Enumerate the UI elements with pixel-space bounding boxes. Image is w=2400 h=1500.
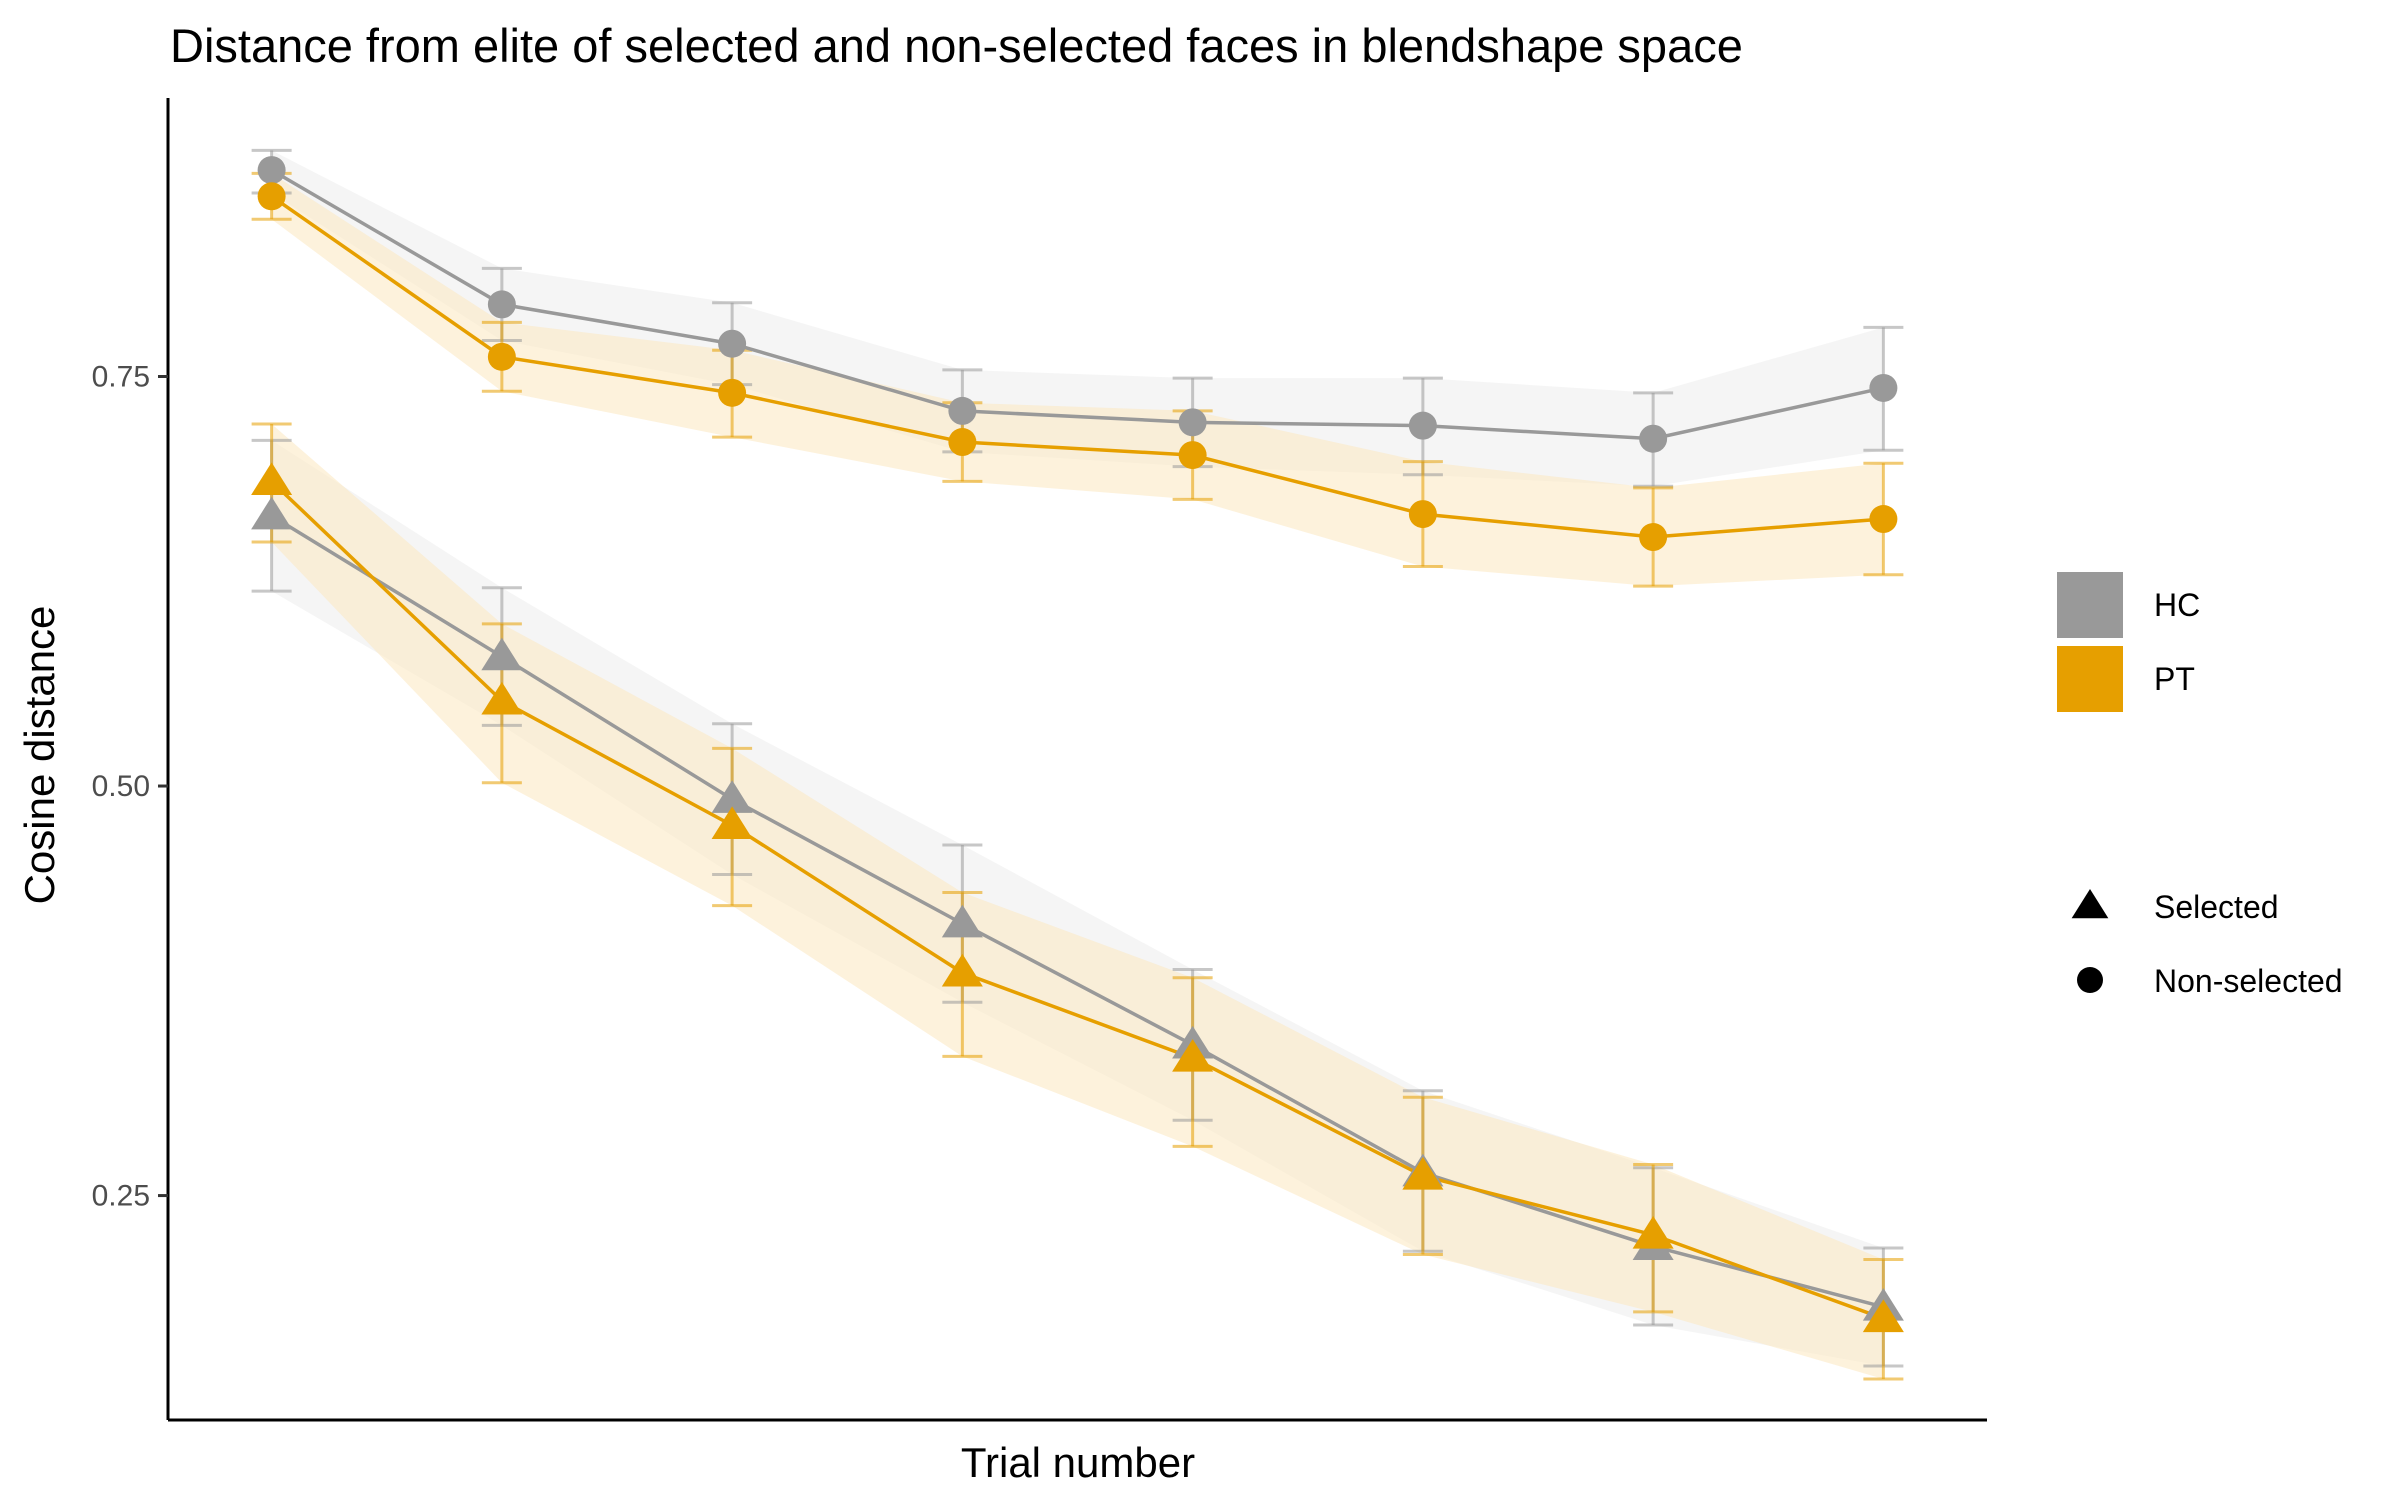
hc-selected-point [941, 904, 983, 938]
legend-label-hc: HC [2154, 587, 2200, 623]
legend-key-pt [2057, 646, 2123, 712]
hc-non-selected-point [1869, 373, 1898, 402]
axes: 0.25 0.50 0.75 [92, 98, 1987, 1422]
pt-non-selected-point [1408, 500, 1437, 529]
confidence-ribbons [271, 150, 1884, 1380]
pt-non-selected-point [487, 342, 516, 371]
hc-non-selected-point [948, 396, 977, 425]
y-tick-label: 0.25 [92, 1180, 150, 1213]
legend-groups: HC PT [2057, 572, 2200, 712]
hc-non-selected-line [270, 168, 1884, 441]
pt-selected-point [481, 681, 523, 715]
pt-non-selected-line [270, 194, 1884, 539]
legend-label-non-selected: Non-selected [2154, 963, 2343, 999]
pt-selected-line [270, 480, 1884, 1321]
hc-selected-point [711, 780, 753, 813]
y-tick-label: 0.75 [92, 360, 150, 393]
pt-selected-point [711, 806, 753, 840]
legend-key-hc [2057, 572, 2123, 638]
chart-title: Distance from elite of selected and non-… [170, 19, 1743, 72]
series-lines [270, 168, 1884, 1321]
hc-selected-point [251, 496, 293, 530]
hc-selected-point [481, 637, 523, 671]
legend-key-non-selected [2077, 967, 2103, 993]
hc-non-selected-point [487, 290, 516, 319]
data-points [251, 156, 1904, 1333]
pt-non-selected-point [1639, 523, 1668, 552]
pt-non-selected-point [948, 428, 977, 457]
pt-selected-point [941, 953, 983, 987]
pt-selected-point [1632, 1215, 1674, 1249]
y-axis-title: Cosine distance [16, 606, 63, 905]
pt-selected-point [1172, 1038, 1214, 1072]
hc-selected-line [270, 514, 1884, 1309]
legend-label-pt: PT [2154, 661, 2195, 697]
hc-non-selected-point [1639, 424, 1668, 453]
hc-non-selected-point [257, 156, 286, 185]
pt-non-selected-point [1178, 441, 1207, 470]
pt-non-selected-point [718, 378, 747, 407]
hc-non-selected-point [1408, 411, 1437, 440]
hc-non-selected-point [718, 329, 747, 358]
pt-non-selected-point [257, 182, 286, 211]
hc-non-selected-point [1178, 408, 1207, 437]
legend-shapes: Selected Non-selected [2071, 889, 2343, 999]
legend-label-selected: Selected [2154, 889, 2279, 925]
pt-selected-point [1862, 1299, 1904, 1333]
pt-selected-ribbon [271, 423, 1884, 1380]
x-axis-title: Trial number [961, 1439, 1195, 1486]
pt-selected-point [1402, 1156, 1444, 1190]
legend-key-selected [2071, 889, 2109, 919]
pt-selected-point [251, 462, 293, 496]
y-axis-ticks: 0.25 0.50 0.75 [92, 360, 168, 1213]
pt-non-selected-ribbon [271, 173, 1884, 587]
hc-non-selected-ribbon [271, 150, 1884, 487]
y-tick-label: 0.50 [92, 770, 150, 803]
plot-area [251, 148, 1904, 1381]
pt-non-selected-point [1869, 505, 1898, 534]
